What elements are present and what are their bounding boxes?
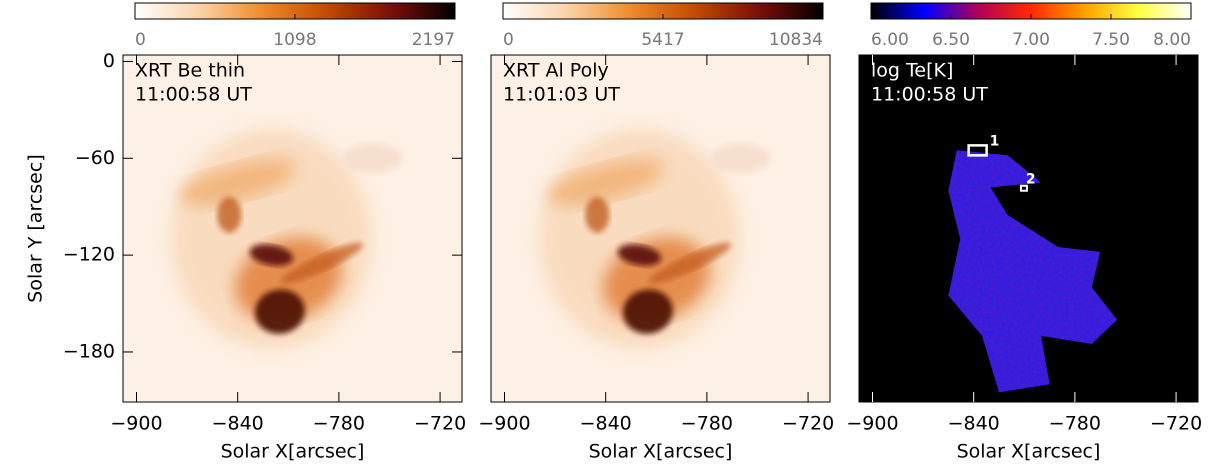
image-feature xyxy=(547,159,664,206)
y-axis-label: Solar Y [arcsec] xyxy=(25,154,47,302)
x-tick-label: −720 xyxy=(1150,413,1202,435)
panel-label: 11:00:58 UT xyxy=(135,84,252,106)
image-feature xyxy=(585,196,610,233)
x-tick-label: −720 xyxy=(414,413,466,435)
annotation-label: 1 xyxy=(990,133,1000,149)
image-feature xyxy=(649,242,731,284)
colorbar-tick-label: 5417 xyxy=(641,30,684,50)
image xyxy=(123,55,462,402)
image-feature xyxy=(342,143,403,174)
x-tick-label: −900 xyxy=(110,413,162,435)
x-tick-label: −720 xyxy=(782,413,834,435)
colorbar-tick-label: 2197 xyxy=(412,30,455,50)
x-tick-label: −840 xyxy=(580,413,632,435)
y-tick-label: −180 xyxy=(63,340,115,362)
image-feature xyxy=(179,159,296,206)
colorbar-tick-label: 0 xyxy=(135,30,146,50)
x-tick-label: −840 xyxy=(212,413,264,435)
colorbar-tick-label: 8.00 xyxy=(1153,30,1191,50)
y-tick-label: 0 xyxy=(103,50,115,72)
colorbar-tick-label: 1098 xyxy=(273,30,316,50)
image-feature xyxy=(948,150,1118,393)
image-feature xyxy=(710,143,771,174)
image-feature xyxy=(622,289,673,334)
x-axis-label: Solar X[arcsec] xyxy=(221,441,365,463)
image-feature xyxy=(617,244,662,266)
panel-label: 11:00:58 UT xyxy=(871,84,988,106)
x-tick-label: −780 xyxy=(313,413,365,435)
x-tick-label: −780 xyxy=(1049,413,1101,435)
image-feature xyxy=(249,244,294,266)
x-tick-label: −900 xyxy=(478,413,530,435)
annotation-box xyxy=(1019,184,1028,192)
colorbar-tick-label: 7.50 xyxy=(1092,30,1130,50)
image-feature xyxy=(254,289,305,334)
x-tick-label: −900 xyxy=(846,413,898,435)
image xyxy=(859,55,1198,402)
image-feature xyxy=(281,242,363,284)
panel-label: log Te[K] xyxy=(871,60,953,82)
plot-frame xyxy=(858,54,1199,403)
panel-label: XRT Al Poly xyxy=(503,60,609,82)
annotation-label: 2 xyxy=(1026,172,1036,188)
panel-label: XRT Be thin xyxy=(135,60,245,82)
y-tick-label: −120 xyxy=(63,244,115,266)
image xyxy=(491,55,830,402)
x-tick-label: −780 xyxy=(681,413,733,435)
x-axis-label: Solar X[arcsec] xyxy=(957,441,1101,463)
plot-frame xyxy=(122,54,463,403)
colorbar-tick-label: 6.00 xyxy=(871,30,909,50)
x-tick-label: −840 xyxy=(948,413,1000,435)
colorbar-tick-label: 6.50 xyxy=(932,30,970,50)
annotation-box xyxy=(967,144,988,157)
colorbar-tick-label: 10834 xyxy=(769,30,823,50)
plot-frame xyxy=(490,54,831,403)
image-feature xyxy=(217,196,242,233)
colorbar-tick-label: 7.00 xyxy=(1012,30,1050,50)
y-tick-label: −60 xyxy=(75,147,115,169)
panel-label: 11:01:03 UT xyxy=(503,84,620,106)
x-axis-label: Solar X[arcsec] xyxy=(589,441,733,463)
colorbar-tick-label: 0 xyxy=(503,30,514,50)
